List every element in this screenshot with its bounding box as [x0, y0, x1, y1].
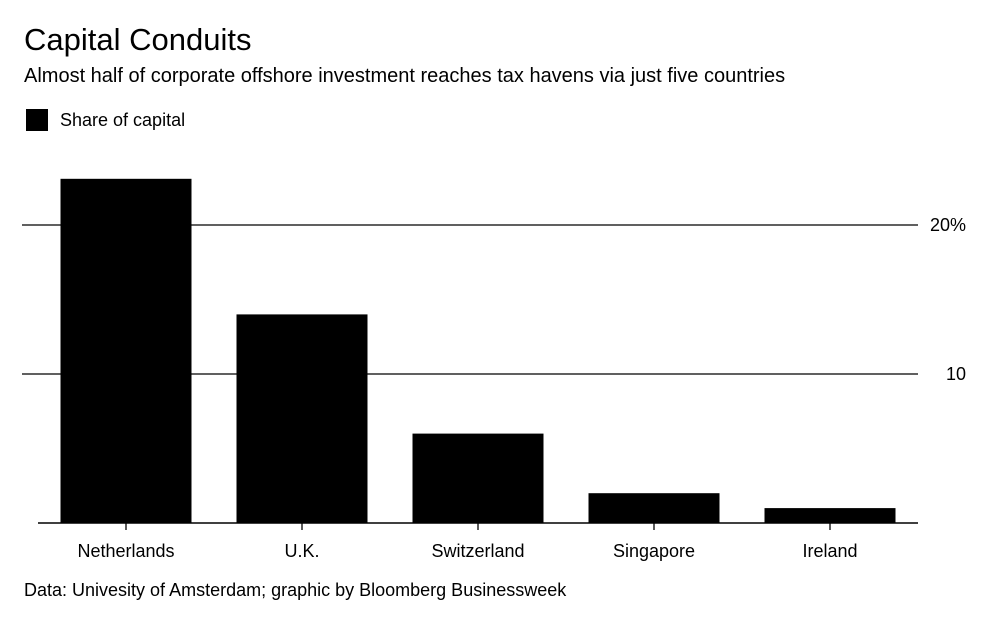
y-tick-label: 20% — [930, 215, 966, 235]
x-tick-label: Netherlands — [77, 541, 174, 561]
x-tick-label: U.K. — [284, 541, 319, 561]
bar-switzerland — [412, 433, 544, 523]
bar-u-k — [236, 314, 368, 523]
legend-label: Share of capital — [60, 109, 186, 130]
legend-swatch — [26, 109, 48, 131]
y-tick-label: 10 — [946, 364, 966, 384]
bar-ireland — [764, 508, 896, 523]
x-tick-label: Singapore — [613, 541, 695, 561]
x-tick-label: Ireland — [802, 541, 857, 561]
bar-netherlands — [60, 178, 192, 523]
bar-singapore — [588, 493, 720, 523]
chart-title: Capital Conduits — [24, 22, 252, 57]
chart-subtitle: Almost half of corporate offshore invest… — [24, 65, 786, 87]
x-tick-label: Switzerland — [431, 541, 524, 561]
legend: Share of capital — [26, 108, 185, 132]
source-note: Data: Univesity of Amsterdam; graphic by… — [24, 580, 567, 600]
